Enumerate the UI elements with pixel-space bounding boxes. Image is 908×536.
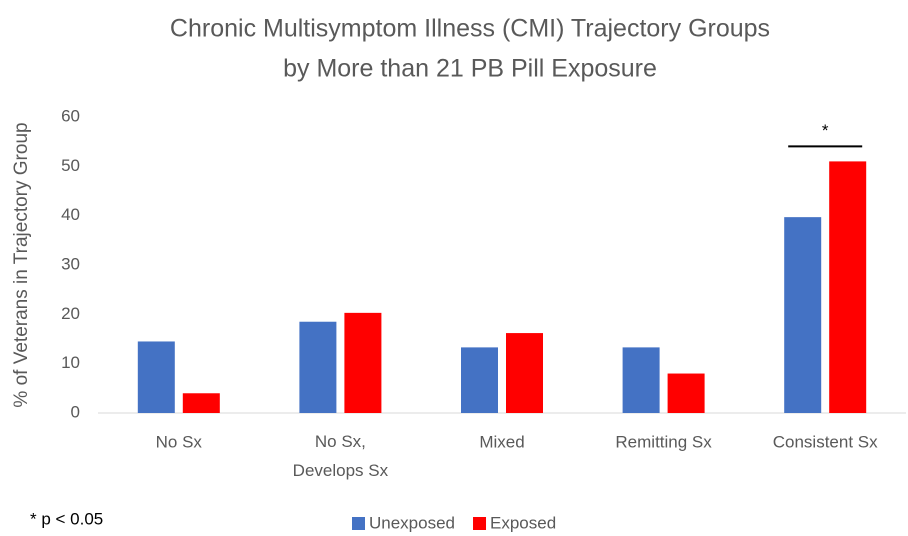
y-tick-label: 10 [61, 353, 80, 372]
bar [622, 347, 660, 413]
chart-title: by More than 21 PB Pill Exposure [283, 55, 657, 83]
legend-swatch [473, 517, 487, 530]
legend-label: Unexposed [369, 513, 455, 532]
x-tick-label: No Sx [156, 432, 203, 451]
significance-marker: * [822, 121, 829, 140]
footnote: * p < 0.05 [30, 509, 103, 528]
legend-label: Exposed [490, 513, 556, 532]
y-axis-label: % of Veterans in Trajectory Group [11, 122, 32, 407]
y-tick-label: 50 [61, 156, 80, 175]
y-tick-label: 0 [71, 402, 80, 421]
bar [137, 341, 175, 413]
legend-swatch [352, 517, 365, 530]
x-tick-label: Mixed [479, 432, 524, 451]
y-tick-label: 30 [61, 254, 80, 273]
bar [299, 321, 337, 413]
bar [784, 217, 822, 413]
bar [461, 347, 498, 413]
chart-title: Chronic Multisymptom Illness (CMI) Traje… [170, 15, 770, 43]
bar [667, 373, 705, 413]
bar [344, 312, 382, 413]
y-tick-label: 40 [61, 205, 80, 224]
y-tick-label: 20 [61, 304, 80, 323]
bar [182, 393, 220, 413]
x-tick-label: Consistent Sx [773, 432, 878, 451]
y-tick-label: 60 [61, 106, 80, 125]
x-tick-label: No Sx, Develops Sx [293, 432, 389, 480]
x-tick-label: Remitting Sx [615, 432, 712, 451]
bar [506, 333, 543, 413]
bar [829, 161, 867, 413]
